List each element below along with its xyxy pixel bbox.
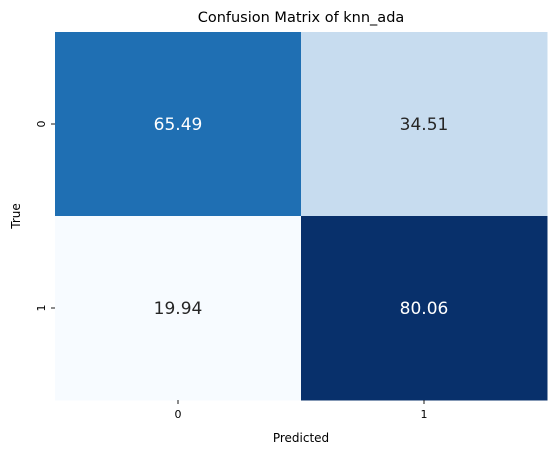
y-tick-label-0: 0 [35, 121, 48, 128]
heatmap-cell-0-0 [55, 32, 302, 217]
cell-value-label-0-1: 34.51 [400, 115, 449, 135]
x-tick-label-1: 1 [421, 408, 428, 421]
cell-value-label-1-0: 19.94 [154, 299, 203, 319]
cell-value-labels: 65.49 34.51 19.94 80.06 [154, 115, 449, 319]
y-axis-label: True [9, 203, 23, 230]
x-tick-label-0: 0 [175, 408, 182, 421]
heatmap-cell-0-1 [301, 32, 548, 217]
y-axis-ticks: 01 [35, 121, 55, 312]
x-axis-label: Predicted [273, 431, 329, 445]
heatmap-cell-1-1 [301, 216, 548, 401]
cell-value-label-0-0: 65.49 [154, 115, 203, 135]
y-tick-label-1: 1 [35, 305, 48, 312]
cell-value-label-1-1: 80.06 [400, 299, 449, 319]
heatmap-cells [55, 32, 548, 401]
chart-title: Confusion Matrix of knn_ada [198, 10, 405, 26]
heatmap-cell-1-0 [55, 216, 302, 401]
